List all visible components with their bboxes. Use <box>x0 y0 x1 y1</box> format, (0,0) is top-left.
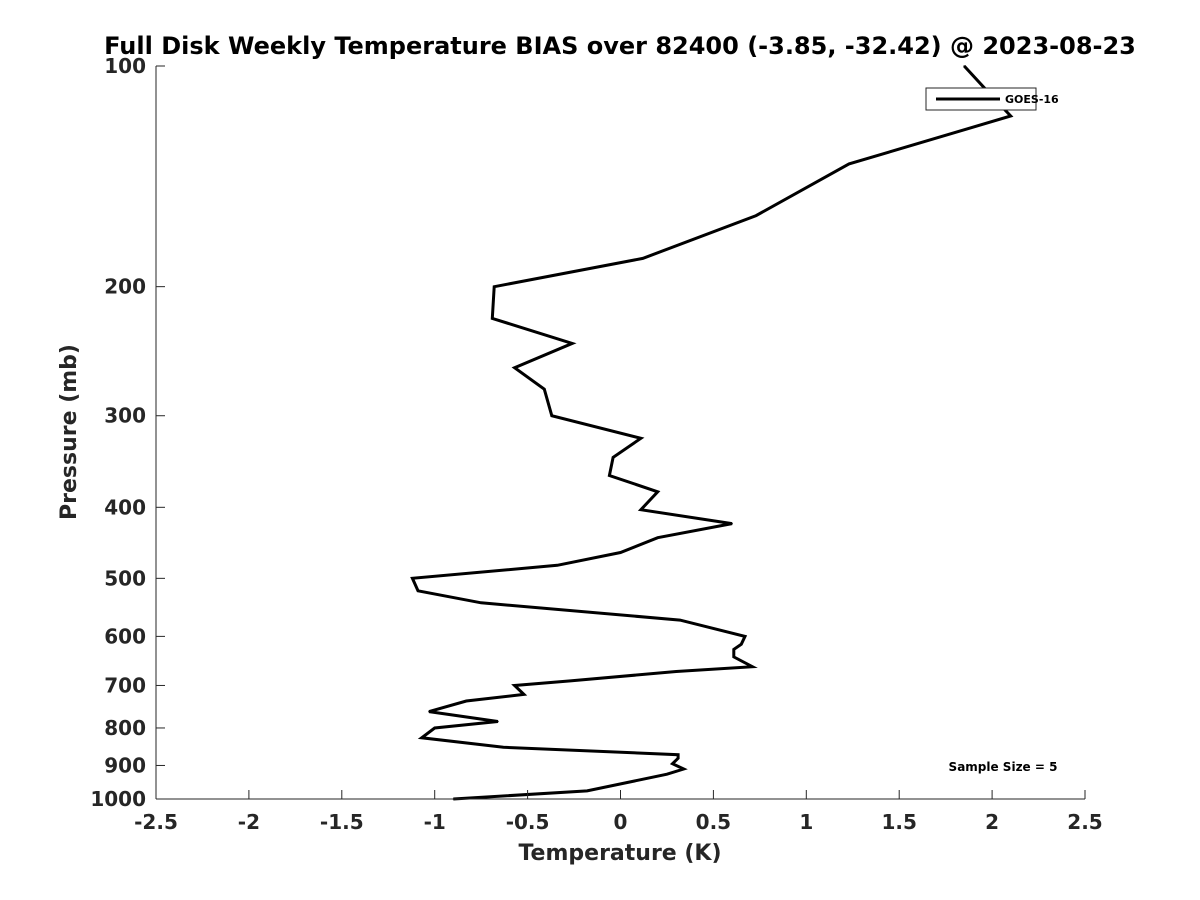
data-point <box>465 700 468 702</box>
data-point <box>640 508 642 511</box>
data-point <box>612 456 614 459</box>
y-tick-label: 800 <box>104 716 146 740</box>
data-point <box>963 65 965 67</box>
sample-size-annotation: Sample Size = 5 <box>949 760 1058 774</box>
legend-label: GOES-16 <box>1005 93 1059 106</box>
x-axis-ticks: -2.5 -2 -1.5 -1 -0.5 0 0.5 1 1.5 2 2.5 <box>134 790 1103 834</box>
data-point <box>751 665 754 668</box>
x-tick-label: -2.5 <box>134 810 178 834</box>
y-tick-label: 500 <box>104 566 146 590</box>
x-tick-label: 2 <box>985 810 999 834</box>
data-point <box>433 727 436 729</box>
data-point <box>656 491 659 493</box>
data-point <box>677 757 679 760</box>
data-point <box>513 684 516 687</box>
legend: GOES-16 <box>925 87 1059 111</box>
data-point <box>523 693 525 696</box>
data-point <box>497 720 499 723</box>
data-point <box>417 590 419 592</box>
data-point <box>656 536 659 539</box>
data-point <box>608 474 611 477</box>
data-point <box>677 753 679 756</box>
data-point <box>733 648 735 651</box>
data-point <box>420 737 423 739</box>
data-point <box>571 342 573 345</box>
data-point <box>502 746 505 749</box>
x-axis-title: Temperature (K) <box>518 841 721 866</box>
data-point <box>556 564 559 567</box>
data-point <box>491 317 494 320</box>
y-tick-label: 100 <box>104 54 146 78</box>
x-tick-label: -0.5 <box>506 810 550 834</box>
data-point <box>744 635 746 638</box>
data-point <box>428 710 430 713</box>
x-tick-label: 0.5 <box>696 810 731 834</box>
data-point <box>569 680 572 682</box>
data-point <box>1009 115 1012 117</box>
data-point <box>551 414 553 417</box>
data-point <box>755 214 757 217</box>
chart-title: Full Disk Weekly Temperature BIAS over 8… <box>104 32 1136 60</box>
y-tick-label: 700 <box>104 673 146 697</box>
data-point <box>733 656 735 658</box>
data-point <box>671 762 674 765</box>
series-layer <box>410 64 1014 801</box>
data-point <box>619 551 622 554</box>
data-point <box>731 522 733 525</box>
data-point <box>642 257 644 260</box>
data-point <box>679 619 681 621</box>
x-tick-label: -1.5 <box>320 810 364 834</box>
data-point <box>543 388 546 391</box>
data-point <box>675 670 677 673</box>
data-point <box>848 163 850 165</box>
y-tick-label: 200 <box>104 275 146 299</box>
x-tick-label: 2.5 <box>1067 810 1102 834</box>
y-tick-label: 400 <box>104 495 146 519</box>
x-tick-label: -1 <box>424 810 446 834</box>
data-point <box>640 437 642 440</box>
data-point <box>740 643 743 645</box>
data-point <box>513 366 516 369</box>
data-point <box>411 577 414 580</box>
y-axis-ticks: 100 200 300 400 500 600 700 800 900 1000 <box>90 54 165 811</box>
x-tick-label: -2 <box>238 810 260 834</box>
x-tick-label: 1 <box>799 810 813 834</box>
data-point <box>666 773 668 775</box>
x-tick-label: 0 <box>614 810 628 834</box>
data-point <box>586 790 588 792</box>
data-point <box>480 602 482 604</box>
y-tick-label: 300 <box>104 404 146 428</box>
y-tick-label: 900 <box>104 753 146 777</box>
data-point <box>682 768 685 770</box>
y-tick-label: 1000 <box>90 787 146 811</box>
data-point <box>493 285 496 288</box>
y-tick-label: 600 <box>104 624 146 648</box>
x-tick-label: 1.5 <box>881 810 916 834</box>
y-axis-title: Pressure (mb) <box>57 344 82 520</box>
